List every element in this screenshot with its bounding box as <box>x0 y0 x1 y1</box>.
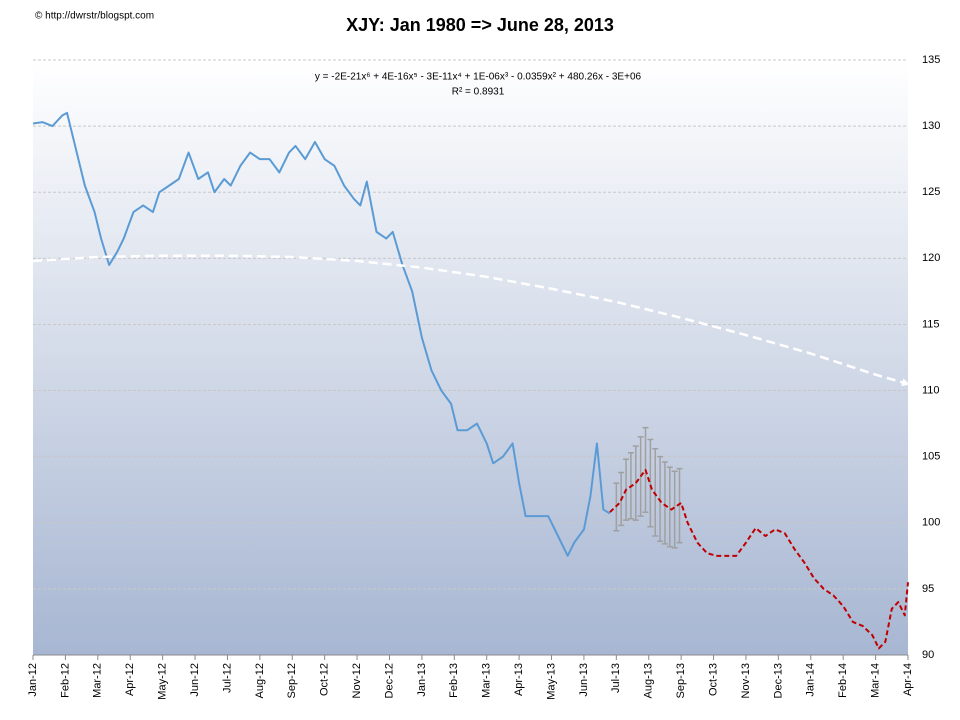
x-tick-label: Nov-13 <box>740 663 752 698</box>
y-tick-label: 95 <box>922 583 934 595</box>
error-bar <box>652 447 659 537</box>
x-tick-label: Feb-13 <box>448 663 460 698</box>
series-line <box>32 111 611 557</box>
error-bar <box>632 445 639 521</box>
x-tick-label: Jul-12 <box>221 663 233 693</box>
error-bar <box>671 470 678 549</box>
x-tick-label: Jan-13 <box>416 663 428 697</box>
x-tick-label: Apr-12 <box>124 663 136 696</box>
x-tick-label: Apr-13 <box>513 663 525 696</box>
y-tick-label: 100 <box>922 517 940 529</box>
x-tick-label: Jun-13 <box>578 663 590 697</box>
y-tick-label: 125 <box>922 186 940 198</box>
x-tick-label: Oct-13 <box>707 663 719 696</box>
x-tick-label: Dec-13 <box>772 663 784 698</box>
trend-equation: y = -2E-21x⁶ + 4E-16x⁵ - 3E-11x⁴ + 1E-06… <box>315 72 642 83</box>
x-tick-label: May-13 <box>545 663 557 700</box>
y-tick-label: 105 <box>922 451 940 463</box>
y-tick-label: 110 <box>922 384 940 396</box>
y-tick-label: 120 <box>922 252 940 264</box>
error-bar <box>666 466 673 548</box>
x-tick-label: Dec-12 <box>383 663 395 698</box>
trend-line <box>32 254 910 387</box>
x-tick-label: Aug-13 <box>643 663 655 698</box>
x-tick-label: Feb-14 <box>837 663 849 698</box>
x-tick-label: Jan-14 <box>805 663 817 697</box>
y-tick-label: 115 <box>922 318 940 330</box>
error-bar <box>647 438 654 528</box>
x-tick-label: Mar-14 <box>869 663 881 698</box>
x-tick-label: Jul-13 <box>610 663 622 693</box>
chart-title: XJY: Jan 1980 => June 28, 2013 <box>346 15 614 35</box>
y-tick-label: 135 <box>922 54 940 66</box>
series-line <box>609 468 909 650</box>
error-bar <box>676 467 683 544</box>
x-tick-label: Oct-12 <box>319 663 331 696</box>
x-tick-label: Mar-12 <box>92 663 104 698</box>
watermark: © http://dwrstr/blogspt.com <box>35 11 154 22</box>
x-tick-label: Jan-12 <box>27 663 39 697</box>
y-tick-label: 90 <box>922 649 934 661</box>
error-bar <box>661 461 668 545</box>
x-tick-label: Sep-12 <box>286 663 298 698</box>
error-bar <box>657 455 664 543</box>
x-tick-label: Feb-12 <box>59 663 71 698</box>
plot-area <box>33 60 908 655</box>
r-squared: R² = 0.8931 <box>452 87 505 98</box>
x-tick-label: Jun-12 <box>189 663 201 697</box>
x-tick-label: Mar-13 <box>481 663 493 698</box>
x-tick-label: Apr-14 <box>902 663 914 696</box>
x-tick-label: May-12 <box>157 663 169 700</box>
x-tick-label: Aug-12 <box>254 663 266 698</box>
x-tick-label: Sep-13 <box>675 663 687 698</box>
x-tick-label: Nov-12 <box>351 663 363 698</box>
plot: 90 95 100 105 110 115 120 125 130 135 Jan-12 Feb-12… <box>27 54 940 700</box>
y-tick-label: 130 <box>922 120 940 132</box>
